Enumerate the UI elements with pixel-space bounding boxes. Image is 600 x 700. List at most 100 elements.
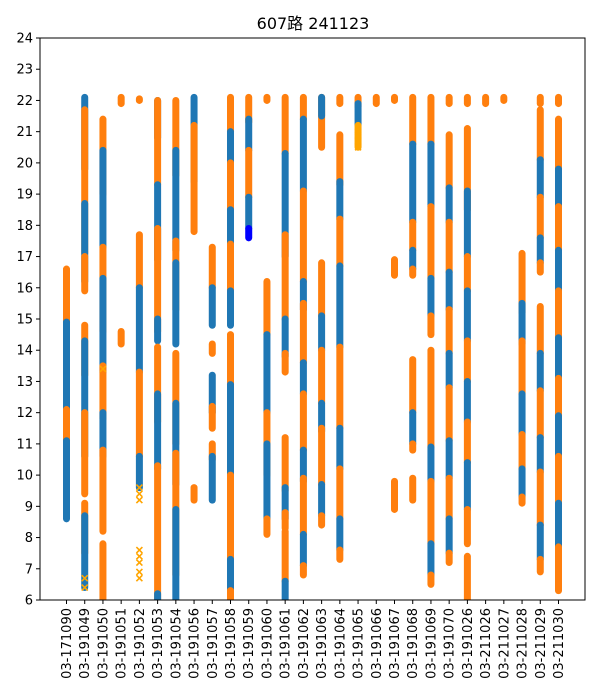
data-segment (190, 121, 198, 236)
data-segment (135, 368, 143, 460)
data-segment (555, 165, 562, 211)
x-tick-label: 03-191067 (388, 608, 403, 679)
data-segment (409, 218, 417, 254)
data-segment (427, 477, 435, 548)
data-point-x (135, 496, 143, 504)
data-segment (227, 555, 234, 595)
data-segment (555, 452, 562, 507)
data-point-x (135, 558, 143, 567)
y-tick-label: 17 (16, 250, 33, 265)
data-segment (427, 93, 435, 148)
data-segment (409, 140, 417, 226)
data-segment (281, 349, 289, 376)
data-segment (555, 543, 562, 595)
data-segment (336, 424, 344, 473)
data-segment (227, 587, 234, 600)
data-segment (135, 95, 143, 104)
data-segment (318, 424, 326, 488)
data-segment (427, 274, 435, 320)
data-segment (536, 468, 544, 529)
data-segment (372, 93, 380, 108)
data-point-x (354, 137, 362, 145)
y-tick-label: 14 (16, 344, 33, 359)
data-segment (445, 268, 453, 314)
data-segment (299, 474, 307, 538)
data-segment (536, 303, 544, 357)
y-tick-label: 15 (16, 313, 33, 328)
data-segment (263, 440, 271, 523)
data-segment (154, 96, 162, 189)
data-segment (391, 477, 398, 513)
data-segment (445, 131, 453, 192)
data-segment (445, 349, 453, 392)
data-point-x (81, 574, 89, 582)
y-tick-label: 7 (25, 562, 33, 577)
data-segment (81, 253, 89, 295)
data-point-x (135, 552, 143, 560)
y-axis: 6 7 8 9 10 11 12 13 14 15 16 17 18 19 20 21 22 23 24 (16, 32, 40, 609)
x-tick-label: 03-191069 (424, 608, 439, 679)
data-segment (63, 318, 70, 414)
y-tick-label: 8 (25, 531, 33, 546)
data-segment (99, 362, 107, 423)
data-segment (135, 284, 143, 376)
data-segment (518, 465, 526, 501)
data-segment (536, 259, 544, 276)
data-segment (500, 93, 508, 104)
data-segment (263, 331, 271, 417)
data-segment (299, 115, 307, 195)
data-segment (555, 246, 562, 295)
data-segment (263, 278, 271, 339)
x-tick-label: 03-211026 (479, 608, 494, 679)
data-segment (81, 409, 89, 498)
data-segment (281, 434, 289, 495)
data-segment (245, 224, 253, 242)
data-segment (555, 374, 562, 420)
data-segment (391, 93, 398, 104)
x-tick-label: 03-191063 (315, 608, 330, 679)
data-segment (518, 249, 526, 317)
data-segment (555, 115, 562, 173)
data-segment (445, 184, 453, 226)
y-tick-label: 23 (16, 63, 33, 78)
x-tick-label: 03-211027 (497, 608, 512, 679)
data-segment (99, 540, 107, 600)
data-segment (445, 306, 453, 357)
data-segment (463, 287, 471, 345)
data-segment (445, 384, 453, 445)
data-segment (427, 346, 435, 451)
data-segment (299, 390, 307, 454)
y-tick-label: 9 (25, 500, 33, 515)
x-tick-label: 03-191053 (151, 608, 166, 679)
data-segment (227, 240, 234, 298)
data-segment (227, 331, 234, 392)
data-segment (227, 471, 234, 567)
data-segment (227, 206, 234, 248)
data-segment (336, 515, 344, 554)
data-segment (135, 231, 143, 292)
data-segment (245, 146, 253, 201)
data-segment (190, 484, 198, 504)
x-tick-label: 03-191070 (443, 608, 458, 679)
x-tick-label: 03-211030 (552, 608, 567, 679)
data-segment (172, 146, 180, 254)
data-segment (299, 93, 307, 123)
data-point-x (81, 583, 89, 592)
data-segment (227, 128, 234, 167)
y-tick-label: 24 (16, 32, 33, 47)
data-segment (172, 505, 180, 600)
data-segment (463, 505, 471, 548)
y-tick-label: 20 (16, 156, 33, 171)
data-segment (482, 93, 490, 108)
x-tick-label: 03-211028 (516, 608, 531, 679)
data-segment (555, 334, 562, 382)
data-segment (518, 493, 526, 507)
data-segment (336, 465, 344, 523)
data-segment (409, 440, 417, 454)
data-segment (336, 215, 344, 270)
data-segment (463, 418, 471, 467)
data-segment (99, 274, 107, 376)
x-tick-label: 03-191054 (169, 608, 184, 679)
data-segment (263, 93, 271, 104)
